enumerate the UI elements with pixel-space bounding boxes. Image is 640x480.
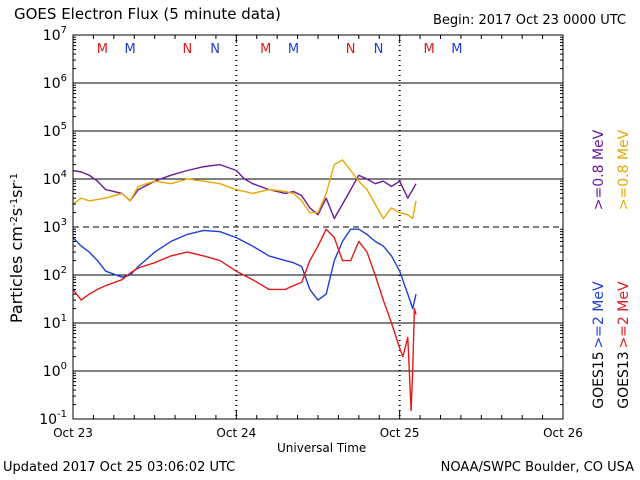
legend-satellite-label: GOES13 (616, 351, 632, 408)
legend-satellite-label: GOES15 (591, 351, 607, 408)
grid-lines (73, 35, 563, 419)
x-tick-label: Oct 25 (380, 426, 420, 440)
legend-label: >=0.8 MeV (591, 129, 607, 210)
x-tick-label: Oct 23 (53, 426, 93, 440)
begin-time-label: Begin: 2017 Oct 23 0000 UTC (432, 13, 626, 28)
legend-item: >=2 MeV (591, 281, 607, 349)
axis-ticks (72, 35, 564, 419)
marker-n: N (346, 42, 356, 57)
marker-m: M (125, 42, 136, 57)
marker-n: N (374, 42, 384, 57)
series-layer (72, 159, 417, 412)
x-tick-label: Oct 26 (543, 426, 583, 440)
marker-n: N (182, 42, 192, 57)
y-axis-title: Particles cm-2s-1sr-1 (7, 173, 26, 323)
x-tick-label: Oct 24 (216, 426, 256, 440)
legend-satellite: GOES13 (616, 351, 632, 408)
marker-m: M (260, 42, 271, 57)
legend-item: >=0.8 MeV (591, 129, 607, 210)
y-tick-label: 103 (43, 217, 67, 236)
credit-label: NOAA/SWPC Boulder, CO USA (440, 460, 634, 475)
series-line-goes13-2-mev (72, 228, 417, 412)
legend-label: >=0.8 MeV (616, 129, 632, 210)
y-tick-label: 101 (43, 313, 67, 332)
marker-m: M (423, 42, 434, 57)
y-tick-label: 104 (43, 169, 67, 188)
y-tick-label: 106 (43, 73, 67, 92)
legend-satellite: GOES15 (591, 351, 607, 408)
marker-m: M (451, 42, 462, 57)
marker-m: M (288, 42, 299, 57)
right-legend: >=2 MeV >=0.8 MeV >=2 MeV >=0.8 MeV GOES15 GO… (591, 129, 632, 408)
y-tick-label: 105 (43, 121, 67, 140)
marker-n: N (210, 42, 220, 57)
series-line-goes15-2-mev (72, 228, 417, 310)
y-tick-label: 100 (43, 361, 67, 380)
x-axis-title: Universal Time (277, 441, 367, 455)
chart-title: GOES Electron Flux (5 minute data) (14, 5, 281, 23)
legend-label: >=2 MeV (616, 281, 632, 349)
y-tick-label: 102 (43, 265, 67, 284)
series-line-goes13-0-8-mev (72, 159, 417, 220)
y-tick-label: 107 (43, 25, 67, 44)
legend-label: >=2 MeV (591, 281, 607, 349)
legend-item: >=0.8 MeV (616, 129, 632, 210)
marker-m: M (97, 42, 108, 57)
updated-timestamp: Updated 2017 Oct 25 03:06:02 UTC (3, 460, 236, 475)
legend-item: >=2 MeV (616, 281, 632, 349)
